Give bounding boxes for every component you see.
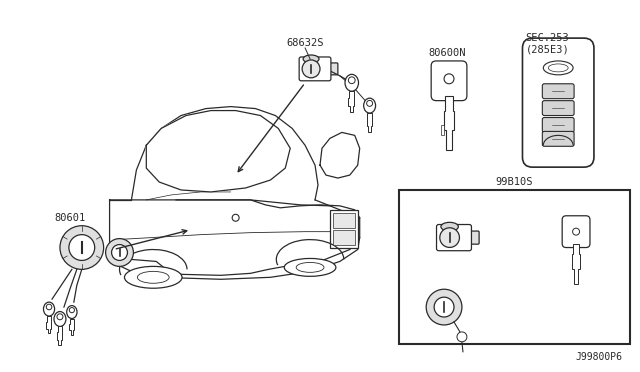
Circle shape <box>426 289 462 325</box>
Polygon shape <box>147 110 290 192</box>
Ellipse shape <box>44 302 54 316</box>
FancyBboxPatch shape <box>562 216 590 247</box>
Ellipse shape <box>54 312 66 327</box>
Circle shape <box>106 238 133 266</box>
Polygon shape <box>367 113 372 132</box>
FancyBboxPatch shape <box>299 57 331 81</box>
Bar <box>333 230 355 244</box>
Polygon shape <box>320 132 360 178</box>
Bar <box>330 210 358 247</box>
FancyBboxPatch shape <box>542 84 574 99</box>
Circle shape <box>302 60 320 78</box>
FancyBboxPatch shape <box>464 231 479 244</box>
Ellipse shape <box>441 222 458 231</box>
FancyBboxPatch shape <box>522 38 594 167</box>
Bar <box>333 213 355 228</box>
Circle shape <box>60 226 104 269</box>
Circle shape <box>69 235 95 260</box>
Polygon shape <box>572 244 580 284</box>
FancyBboxPatch shape <box>436 225 472 251</box>
Polygon shape <box>69 318 74 335</box>
Text: (285E3): (285E3) <box>525 44 569 54</box>
Circle shape <box>457 332 467 342</box>
Text: J99800P6: J99800P6 <box>576 352 623 362</box>
Polygon shape <box>441 116 444 135</box>
Polygon shape <box>46 316 51 333</box>
Text: 80601: 80601 <box>54 213 86 223</box>
Polygon shape <box>109 200 360 275</box>
FancyBboxPatch shape <box>542 101 574 116</box>
Text: 99B10S: 99B10S <box>496 177 533 187</box>
Polygon shape <box>57 327 62 345</box>
Bar <box>399 190 630 344</box>
Ellipse shape <box>345 74 358 91</box>
Ellipse shape <box>284 259 336 276</box>
FancyBboxPatch shape <box>431 61 467 101</box>
Ellipse shape <box>67 306 77 318</box>
Text: 68632S: 68632S <box>286 38 324 48</box>
FancyBboxPatch shape <box>542 131 574 146</box>
Ellipse shape <box>364 98 376 113</box>
FancyBboxPatch shape <box>542 118 574 132</box>
Polygon shape <box>348 91 355 112</box>
Ellipse shape <box>303 55 319 63</box>
FancyBboxPatch shape <box>324 63 338 75</box>
Polygon shape <box>131 107 318 200</box>
Ellipse shape <box>124 266 182 288</box>
Text: SEC.253: SEC.253 <box>525 33 569 43</box>
Polygon shape <box>444 96 454 150</box>
Circle shape <box>440 228 460 247</box>
Circle shape <box>111 244 127 260</box>
Text: 80600N: 80600N <box>428 48 466 58</box>
Circle shape <box>434 297 454 317</box>
